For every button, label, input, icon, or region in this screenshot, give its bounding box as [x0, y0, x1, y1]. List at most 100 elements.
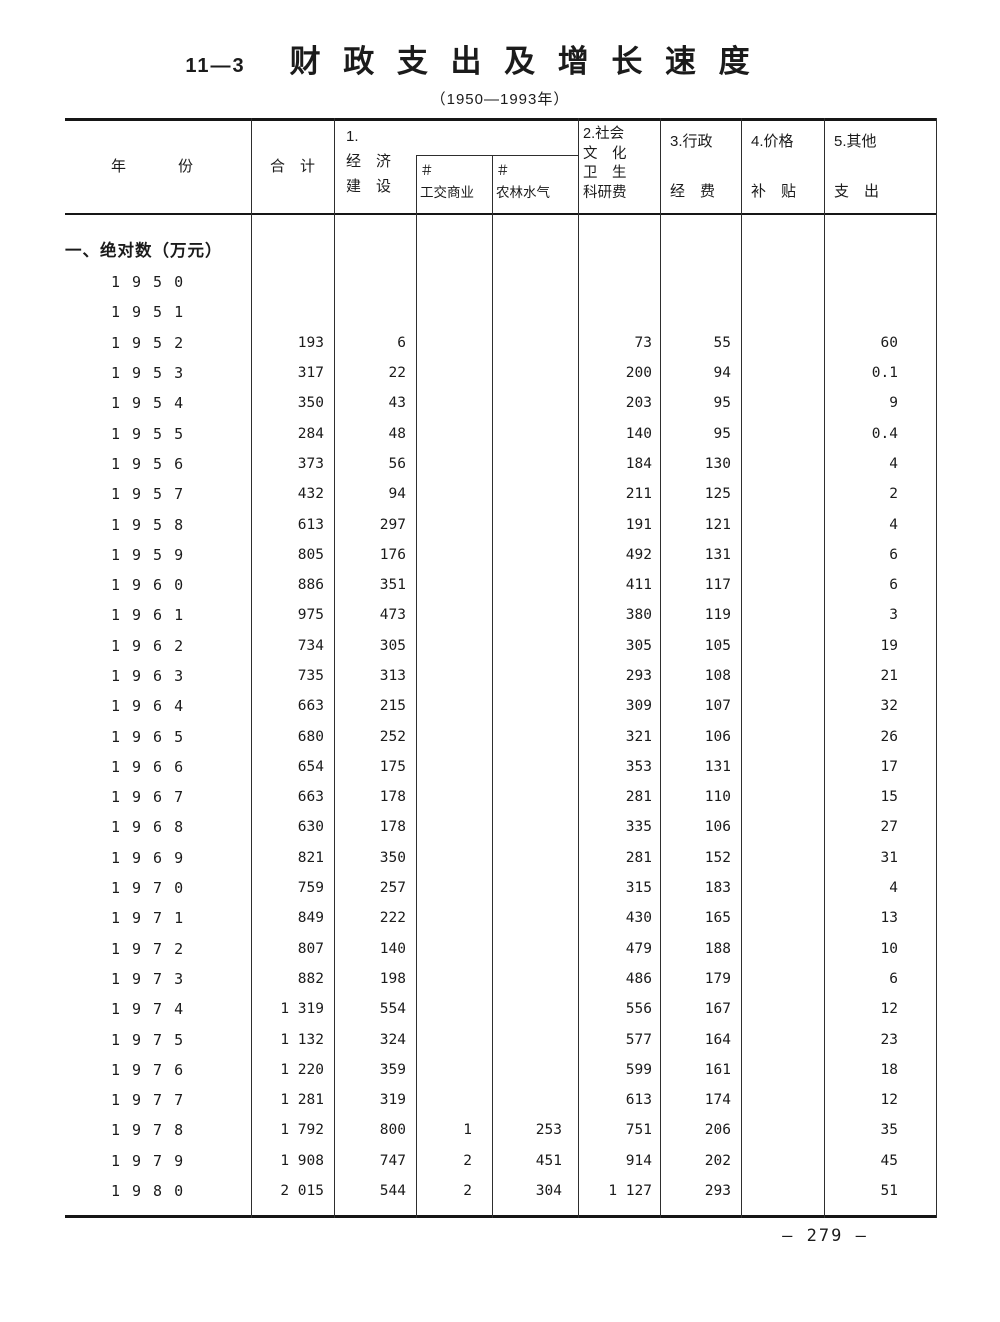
administrative-expenses-cell: 94 — [713, 365, 731, 382]
administrative-expenses-cell: 55 — [713, 334, 731, 351]
industry-transport-commerce-cell — [416, 418, 492, 448]
social-culture-health-science-cell: 577 — [625, 1031, 652, 1048]
economic-construction-cell: 48 — [388, 425, 406, 442]
economic-construction-cell: 6 — [397, 334, 406, 351]
col-header-price-subsidies: 4.价格 补 贴 — [741, 118, 824, 213]
industry-transport-commerce-cell — [416, 903, 492, 933]
agriculture-forestry-water-cell — [492, 994, 578, 1024]
table-row: 1966 654 175 353 131 17 — [65, 752, 936, 782]
total-cell: 821 — [297, 849, 324, 866]
agriculture-forestry-water-cell — [492, 267, 578, 297]
total-cell: 882 — [297, 970, 324, 987]
social-culture-health-science-cell: 281 — [625, 849, 652, 866]
other-label-bottom: 支 出 — [834, 183, 880, 200]
economic-construction-cell — [334, 267, 416, 297]
year-label-left: 年 — [111, 158, 127, 175]
agriculture-forestry-water-cell — [492, 873, 578, 903]
total-cell: 432 — [297, 486, 324, 503]
agriculture-forestry-water-cell — [492, 358, 578, 388]
other-expenditure-cell: 6 — [889, 970, 898, 987]
col-header-administrative-expenses: 3.行政 经 费 — [660, 118, 741, 213]
total-cell: 630 — [297, 819, 324, 836]
industry-transport-commerce-cell — [416, 1085, 492, 1115]
other-expenditure-cell: 51 — [880, 1183, 898, 1200]
other-expenditure-cell: 6 — [889, 577, 898, 594]
industry-transport-commerce-cell: 2 — [463, 1183, 472, 1200]
economic-construction-cell: 215 — [379, 698, 406, 715]
price-subsidies-cell — [741, 631, 824, 661]
year-cell: 1967 — [111, 788, 196, 807]
col-header-total: 合 计 — [251, 118, 334, 213]
social-culture-health-science-cell: 613 — [625, 1092, 652, 1109]
year-cell: 1972 — [111, 939, 196, 958]
total-cell: 1 792 — [280, 1122, 324, 1139]
page-subtitle: （1950—1993年） — [430, 91, 570, 108]
administrative-expenses-cell — [660, 297, 741, 327]
price-subsidies-cell — [741, 570, 824, 600]
year-cell: 1951 — [111, 303, 196, 322]
economic-construction-cell: 351 — [379, 577, 406, 594]
industry-transport-commerce-cell — [416, 540, 492, 570]
price-subsidies-cell — [741, 752, 824, 782]
agriculture-forestry-water-cell — [492, 661, 578, 691]
year-cell: 1961 — [111, 606, 196, 625]
price-subsidies-cell — [741, 388, 824, 418]
table-row: 1962 734 305 305 105 19 — [65, 631, 936, 661]
price-subsidies-cell — [741, 1146, 824, 1176]
year-cell: 1978 — [111, 1121, 196, 1140]
administrative-expenses-cell: 117 — [704, 577, 731, 594]
table-row: 1977 1 281 319 613 174 12 — [65, 1085, 936, 1115]
economic-construction-cell: 175 — [379, 758, 406, 775]
administrative-expenses-cell: 165 — [704, 910, 731, 927]
industry-transport-commerce-cell — [416, 812, 492, 842]
industry-transport-commerce-cell — [416, 358, 492, 388]
economic-construction-cell: 43 — [388, 395, 406, 412]
administrative-expenses-cell: 119 — [704, 607, 731, 624]
economic-construction-cell: 297 — [379, 516, 406, 533]
total-cell: 680 — [297, 728, 324, 745]
other-expenditure-cell: 9 — [889, 395, 898, 412]
table-row: 1961 975 473 380 119 3 — [65, 600, 936, 630]
price-label-bottom: 补 贴 — [751, 183, 797, 200]
year-cell: 1974 — [111, 1000, 196, 1019]
total-cell: 849 — [297, 910, 324, 927]
industry-transport-commerce-cell — [416, 600, 492, 630]
agriculture-forestry-water-cell — [492, 752, 578, 782]
administrative-expenses-cell: 106 — [704, 728, 731, 745]
administrative-expenses-cell: 206 — [704, 1122, 731, 1139]
other-expenditure-cell: 26 — [880, 728, 898, 745]
industry-transport-commerce-cell: 2 — [463, 1152, 472, 1169]
agriculture-forestry-water-cell — [492, 479, 578, 509]
table-bottom-rule — [65, 1215, 936, 1218]
price-subsidies-cell — [741, 600, 824, 630]
table-row: 1951 — [65, 297, 936, 327]
table-row: 1974 1 319 554 556 167 12 — [65, 994, 936, 1024]
price-subsidies-cell — [741, 540, 824, 570]
price-subsidies-cell — [741, 358, 824, 388]
industry-transport-commerce-cell — [416, 964, 492, 994]
agriculture-forestry-water-cell — [492, 812, 578, 842]
price-subsidies-cell — [741, 418, 824, 448]
economic-construction-cell — [334, 297, 416, 327]
table-row: 1958 613 297 191 121 4 — [65, 509, 936, 539]
other-expenditure-cell: 60 — [880, 334, 898, 351]
price-subsidies-cell — [741, 449, 824, 479]
econ-label-line2: 经 济 — [346, 153, 392, 170]
table-row: 1950 — [65, 267, 936, 297]
table-top-rule — [65, 118, 936, 121]
col-rule-3 — [416, 155, 417, 1218]
total-cell: 284 — [297, 425, 324, 442]
administrative-expenses-cell: 107 — [704, 698, 731, 715]
price-subsidies-cell — [741, 1055, 824, 1085]
agriculture-forestry-water-cell — [492, 418, 578, 448]
year-cell: 1955 — [111, 424, 196, 443]
social-culture-health-science-cell: 411 — [625, 577, 652, 594]
industry-transport-commerce-cell — [416, 509, 492, 539]
administrative-expenses-cell: 95 — [713, 395, 731, 412]
economic-construction-cell: 747 — [379, 1152, 406, 1169]
administrative-expenses-cell: 167 — [704, 1001, 731, 1018]
social-culture-health-science-cell: 293 — [625, 668, 652, 684]
price-subsidies-cell — [741, 782, 824, 812]
other-expenditure-cell: 21 — [880, 668, 898, 684]
col-rule-6 — [660, 118, 661, 1218]
